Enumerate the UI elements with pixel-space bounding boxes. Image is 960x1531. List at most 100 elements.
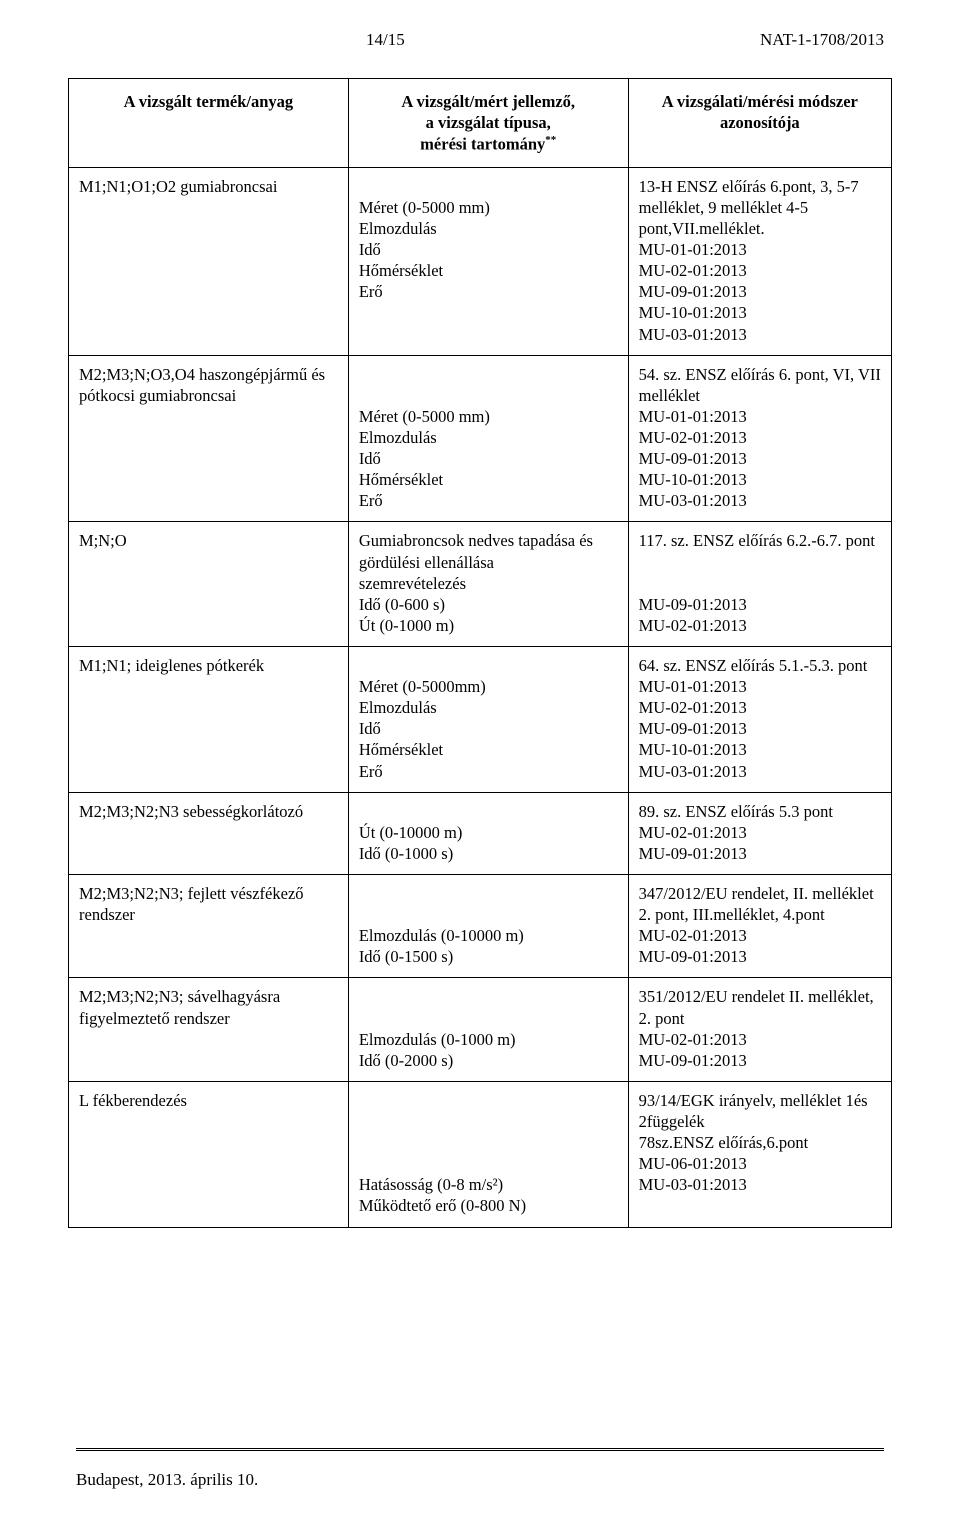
cell-line: M2;M3;N;O3,O4 haszongépjármű és: [79, 364, 338, 385]
col-header-property-line1: A vizsgált/mért jellemző,: [401, 92, 575, 111]
cell-line: 351/2012/EU rendelet II. melléklet,: [639, 986, 881, 1007]
cell-line: MU-01-01:2013: [639, 406, 881, 427]
cell-line: Hőmérséklet: [359, 469, 618, 490]
cell-line: [359, 364, 618, 385]
cell-line: Hőmérséklet: [359, 260, 618, 281]
table-row: M2;M3;N;O3,O4 haszongépjármű éspótkocsi …: [69, 355, 892, 522]
table-cell: Méret (0-5000 mm)ElmozdulásIdőHőmérsékle…: [348, 355, 628, 522]
cell-line: MU-02-01:2013: [639, 615, 881, 636]
cell-line: MU-09-01:2013: [639, 718, 881, 739]
cell-line: Elmozdulás: [359, 218, 618, 239]
cell-line: pótkocsi gumiabroncsai: [79, 385, 338, 406]
table-row: M;N;O Gumiabroncsok nedves tapadása ésgör…: [69, 522, 892, 647]
table-cell: 89. sz. ENSZ előírás 5.3 pontMU-02-01:20…: [628, 792, 891, 874]
cell-line: MU-03-01:2013: [639, 1174, 881, 1195]
cell-line: [359, 1111, 618, 1132]
cell-line: MU-02-01:2013: [639, 822, 881, 843]
cell-line: Erő: [359, 761, 618, 782]
table-cell: M1;N1; ideiglenes pótkerék: [69, 647, 349, 793]
cell-line: M;N;O: [79, 530, 338, 551]
col-header-property-line2: a vizsgálat típusa,: [426, 113, 551, 132]
cell-line: Méret (0-5000 mm): [359, 197, 618, 218]
cell-line: melléklet: [639, 385, 881, 406]
table-cell: M2;M3;N2;N3; fejlett vészfékezőrendszer: [69, 875, 349, 978]
cell-line: 89. sz. ENSZ előírás 5.3 pont: [639, 801, 881, 822]
table-cell: M2;M3;N2;N3; sávelhagyásrafigyelmeztető …: [69, 978, 349, 1081]
footer-rule-wrap: [68, 1448, 892, 1452]
cell-line: [359, 801, 618, 822]
cell-line: Méret (0-5000mm): [359, 676, 618, 697]
cell-line: melléklet, 9 melléklet 4-5: [639, 197, 881, 218]
table-row: M2;M3;N2;N3; fejlett vészfékezőrendszer …: [69, 875, 892, 978]
cell-line: 117. sz. ENSZ előírás 6.2.-6.7. pont: [639, 530, 881, 551]
cell-line: gördülési ellenállása: [359, 552, 618, 573]
cell-line: M2;M3;N2;N3; fejlett vészfékező: [79, 883, 338, 904]
table-cell: 93/14/EGK irányelv, melléklet 1és2függel…: [628, 1081, 891, 1227]
cell-line: pont,VII.melléklet.: [639, 218, 881, 239]
cell-line: [359, 1153, 618, 1174]
col-header-method: A vizsgálati/mérési módszer azonosítója: [628, 79, 891, 168]
table-row: L fékberendezés Hatásosság (0-8 m/s²)Műk…: [69, 1081, 892, 1227]
cell-line: M1;N1;O1;O2 gumiabroncsai: [79, 176, 338, 197]
cell-line: MU-02-01:2013: [639, 427, 881, 448]
cell-line: M2;M3;N2;N3; sávelhagyásra: [79, 986, 338, 1007]
col-header-product: A vizsgált termék/anyag: [69, 79, 349, 168]
table-cell: 117. sz. ENSZ előírás 6.2.-6.7. pont MU-…: [628, 522, 891, 647]
page-number: 14/15: [366, 30, 405, 50]
cell-line: MU-09-01:2013: [639, 594, 881, 615]
cell-line: Elmozdulás (0-1000 m): [359, 1029, 618, 1050]
table-cell: Hatásosság (0-8 m/s²)Működtető erő (0-80…: [348, 1081, 628, 1227]
table-cell: Gumiabroncsok nedves tapadása ésgördülés…: [348, 522, 628, 647]
cell-line: 13-H ENSZ előírás 6.pont, 3, 5-7: [639, 176, 881, 197]
cell-line: Elmozdulás (0-10000 m): [359, 925, 618, 946]
cell-line: Út (0-10000 m): [359, 822, 618, 843]
cell-line: Gumiabroncsok nedves tapadása és: [359, 530, 618, 551]
table-cell: M;N;O: [69, 522, 349, 647]
page-header: 14/15 NAT-1-1708/2013: [68, 30, 892, 50]
cell-line: M2;M3;N2;N3 sebességkorlátozó: [79, 801, 338, 822]
cell-line: MU-01-01:2013: [639, 239, 881, 260]
cell-line: L fékberendezés: [79, 1090, 338, 1111]
col-header-property-line3: mérési tartomány: [420, 135, 545, 154]
cell-line: MU-09-01:2013: [639, 448, 881, 469]
cell-line: MU-02-01:2013: [639, 697, 881, 718]
table-cell: L fékberendezés: [69, 1081, 349, 1227]
cell-line: MU-02-01:2013: [639, 1029, 881, 1050]
cell-line: [359, 1090, 618, 1111]
cell-line: Idő (0-1000 s): [359, 843, 618, 864]
col-header-property-sup: **: [545, 134, 556, 146]
cell-line: Idő (0-1500 s): [359, 946, 618, 967]
cell-line: MU-02-01:2013: [639, 260, 881, 281]
cell-line: 347/2012/EU rendelet, II. melléklet: [639, 883, 881, 904]
table-header-row: A vizsgált termék/anyag A vizsgált/mért …: [69, 79, 892, 168]
cell-line: MU-03-01:2013: [639, 490, 881, 511]
table-cell: 64. sz. ENSZ előírás 5.1.-5.3. pontMU-01…: [628, 647, 891, 793]
cell-line: 93/14/EGK irányelv, melléklet 1és: [639, 1090, 881, 1111]
table-cell: M1;N1;O1;O2 gumiabroncsai: [69, 167, 349, 355]
table-cell: 347/2012/EU rendelet, II. melléklet2. po…: [628, 875, 891, 978]
cell-line: 78sz.ENSZ előírás,6.pont: [639, 1132, 881, 1153]
cell-line: [359, 176, 618, 197]
cell-line: Erő: [359, 281, 618, 302]
table-cell: 13-H ENSZ előírás 6.pont, 3, 5-7mellékle…: [628, 167, 891, 355]
col-header-method-line2: azonosítója: [720, 113, 800, 132]
cell-line: MU-10-01:2013: [639, 469, 881, 490]
col-header-property: A vizsgált/mért jellemző, a vizsgálat tí…: [348, 79, 628, 168]
cell-line: Idő: [359, 718, 618, 739]
cell-line: MU-09-01:2013: [639, 281, 881, 302]
cell-line: Elmozdulás: [359, 427, 618, 448]
cell-line: MU-09-01:2013: [639, 843, 881, 864]
cell-line: Út (0-1000 m): [359, 615, 618, 636]
table-cell: Út (0-10000 m)Idő (0-1000 s): [348, 792, 628, 874]
doc-reference: NAT-1-1708/2013: [760, 30, 884, 50]
table-cell: 54. sz. ENSZ előírás 6. pont, VI, VIImel…: [628, 355, 891, 522]
cell-line: [639, 552, 881, 573]
cell-line: Idő: [359, 448, 618, 469]
cell-line: [359, 883, 618, 904]
cell-line: [359, 1008, 618, 1029]
cell-line: Méret (0-5000 mm): [359, 406, 618, 427]
cell-line: 2. pont, III.melléklet, 4.pont: [639, 904, 881, 925]
cell-line: Idő (0-600 s): [359, 594, 618, 615]
cell-line: Erő: [359, 490, 618, 511]
cell-line: 2függelék: [639, 1111, 881, 1132]
